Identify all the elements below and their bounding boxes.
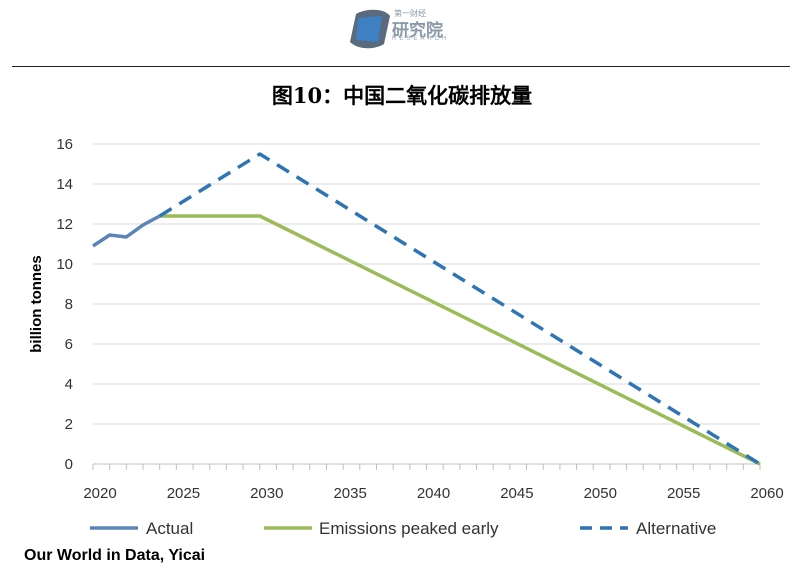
y-tick-label: 6 bbox=[65, 336, 73, 353]
logo-sub-text: RESEARCH bbox=[392, 36, 450, 42]
x-tick-label: 2055 bbox=[667, 485, 700, 502]
series-lines bbox=[92, 152, 761, 466]
grid-lines bbox=[93, 143, 760, 425]
x-tick-label: 2060 bbox=[750, 485, 783, 502]
x-tick-labels: 2020 2025 2030 2035 2040 2045 2050 2055 2060 bbox=[83, 485, 783, 502]
research-logo bbox=[350, 9, 390, 49]
x-tick-label: 2045 bbox=[500, 485, 533, 502]
legend-label: Alternative bbox=[636, 519, 716, 538]
y-axis-label: billion tonnes bbox=[28, 255, 45, 353]
header-rule bbox=[12, 66, 790, 67]
y-tick-label: 4 bbox=[65, 376, 73, 393]
y-tick-label: 0 bbox=[65, 456, 73, 473]
y-tick-label: 16 bbox=[56, 136, 73, 153]
x-tick-label: 2040 bbox=[417, 485, 450, 502]
x-tick-label: 2030 bbox=[250, 485, 283, 502]
x-tick-label: 2025 bbox=[167, 485, 200, 502]
chart-title: 图10：中国二氧化碳排放量 bbox=[271, 83, 533, 108]
y-tick-label: 12 bbox=[56, 216, 73, 233]
legend-label: Emissions peaked early bbox=[319, 519, 499, 538]
series-line-emissions-peaked-early bbox=[159, 214, 761, 466]
x-axis bbox=[92, 463, 761, 470]
x-tick-label: 2035 bbox=[333, 485, 366, 502]
source-note: Our World in Data, Yicai bbox=[24, 547, 206, 564]
logo-text: 研究院 bbox=[392, 21, 443, 41]
y-tick-label: 2 bbox=[65, 416, 73, 433]
y-tick-label: 8 bbox=[65, 296, 73, 313]
series-line-actual bbox=[92, 214, 161, 248]
x-tick-label: 2020 bbox=[83, 485, 116, 502]
y-tick-label: 10 bbox=[56, 256, 73, 273]
y-tick-label: 14 bbox=[56, 176, 73, 193]
series-line-alternative bbox=[158, 152, 761, 466]
logo-top-text: 第一财经 bbox=[394, 9, 426, 18]
legend-label: Actual bbox=[146, 519, 193, 538]
legend: Actual Emissions peaked early Alternative bbox=[90, 519, 716, 538]
y-tick-labels: 0 2 4 6 8 10 12 14 16 bbox=[56, 136, 73, 473]
x-tick-label: 2050 bbox=[584, 485, 617, 502]
